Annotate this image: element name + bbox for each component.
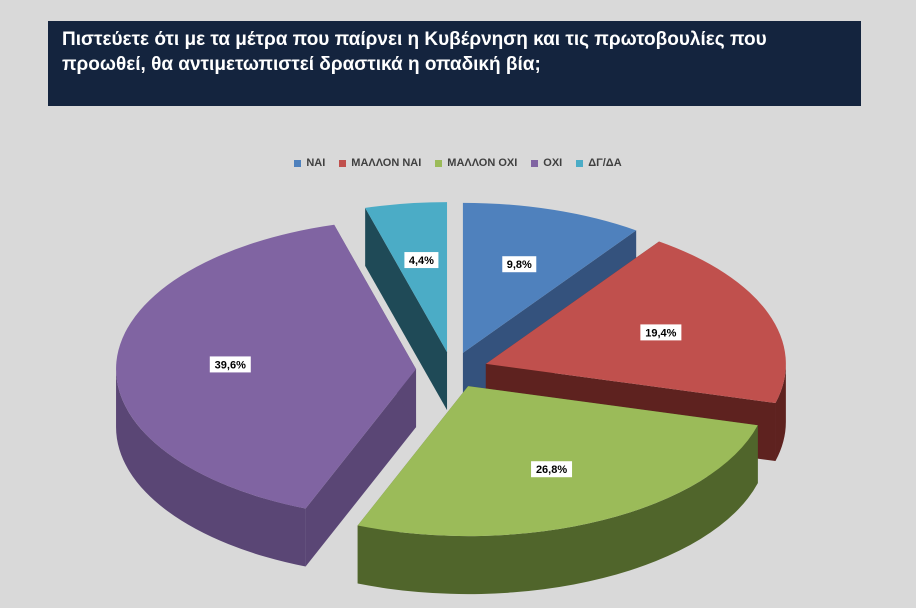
legend-label: ΔΓ/ΔΑ (588, 157, 622, 169)
data-label-text: 26,8% (536, 464, 567, 476)
pie-slice (365, 202, 448, 353)
data-label-bg (531, 461, 573, 478)
legend-item: ΔΓ/ΔΑ (576, 157, 622, 169)
slice-rim (775, 363, 786, 462)
data-label-text: 39,6% (215, 359, 246, 371)
data-label-bg (640, 324, 682, 341)
slice-wall (305, 369, 417, 567)
legend-swatch (531, 159, 539, 167)
data-label: 4,4% (404, 252, 439, 269)
legend-item: ΜΑΛΛΟΝ ΟΧΙ (435, 157, 517, 169)
legend-item: ΟΧΙ (531, 157, 562, 169)
data-label: 19,4% (640, 324, 682, 341)
pie-labels: 9,8% 19,4% 26,8% 39,6% 4,4% (209, 252, 682, 478)
pie-tops (116, 202, 786, 537)
data-label-text: 4,4% (409, 255, 434, 267)
data-label: 26,8% (531, 461, 573, 478)
legend-label: ΜΑΛΛΟΝ ΟΧΙ (447, 157, 518, 169)
pie-slice (116, 224, 417, 509)
legend-label: ΝΑΙ (306, 157, 326, 169)
chart-title: Πιστεύετε ότι με τα μέτρα που παίρνει η … (62, 29, 767, 75)
slice-rim (116, 369, 306, 567)
slice-rim (357, 425, 758, 595)
data-label-text: 19,4% (645, 327, 676, 339)
legend-swatch (435, 159, 443, 167)
slice-wall (365, 207, 448, 411)
legend-swatch (339, 159, 347, 167)
legend-swatch (576, 159, 584, 167)
legend-item: ΜΑΛΛΟΝ ΝΑΙ (339, 157, 421, 169)
data-label-text: 9,8% (507, 259, 532, 271)
data-label-bg (209, 356, 251, 373)
legend-label: ΜΑΛΛΟΝ ΝΑΙ (351, 157, 422, 169)
legend-label: ΟΧΙ (543, 157, 563, 169)
pie-slice (462, 202, 637, 353)
data-label-bg (404, 252, 439, 269)
legend: ΝΑΙ ΜΑΛΛΟΝ ΝΑΙ ΜΑΛΛΟΝ ΟΧΙ ΟΧΙ ΔΓ/ΔΑ (0, 157, 916, 169)
data-label: 39,6% (209, 356, 251, 373)
data-label: 9,8% (502, 256, 537, 273)
pie-slice (485, 241, 786, 404)
legend-swatch (294, 159, 302, 167)
pie-slice (357, 386, 758, 537)
data-label-bg (502, 256, 537, 273)
title-banner: Πιστεύετε ότι με τα μέτρα που παίρνει η … (48, 21, 861, 106)
legend-item: ΝΑΙ (294, 157, 325, 169)
